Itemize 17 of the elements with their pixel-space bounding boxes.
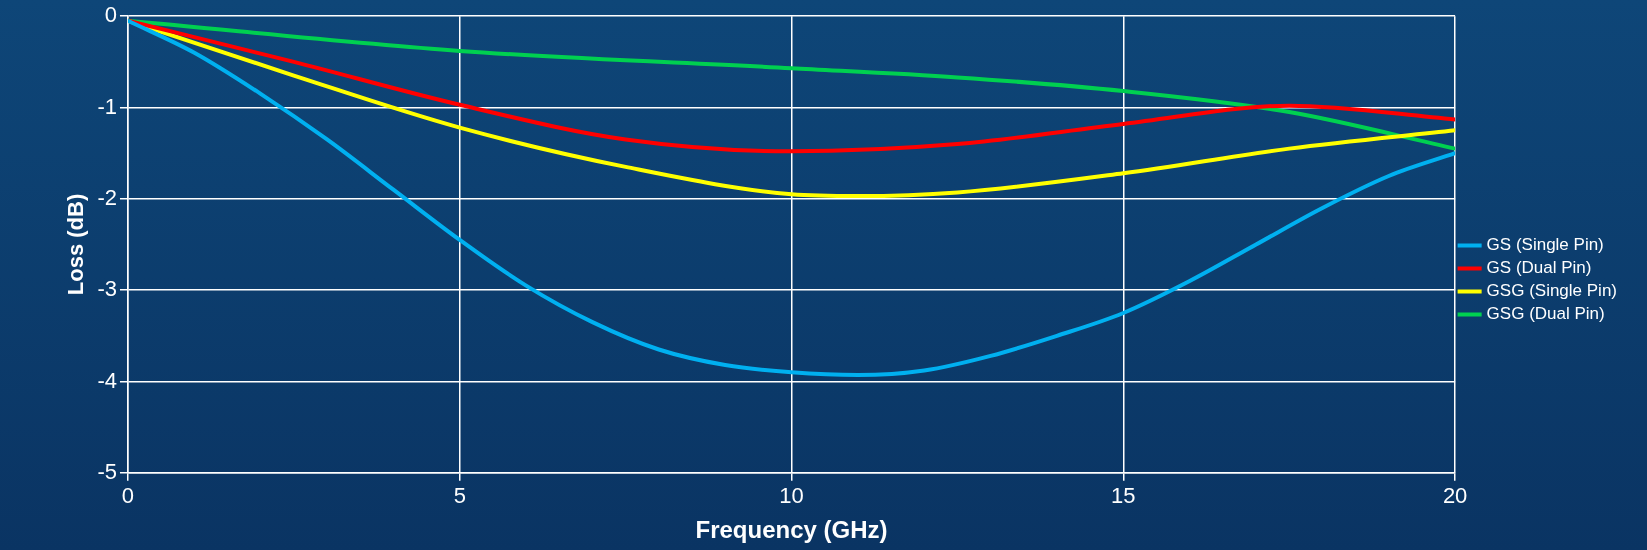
y-tick-label: -1 xyxy=(97,93,117,119)
y-tick-label: -3 xyxy=(97,276,117,302)
legend-label: GS (Dual Pin) xyxy=(1486,258,1592,278)
y-tick-label: -2 xyxy=(97,184,117,210)
x-tick-label: 20 xyxy=(1442,483,1468,509)
legend-label: GS (Single Pin) xyxy=(1486,235,1604,255)
legend-label: GSG (Single Pin) xyxy=(1486,281,1618,301)
x-tick-label: 0 xyxy=(121,483,135,509)
y-tick-label: -5 xyxy=(97,458,117,484)
legend-label: GSG (Dual Pin) xyxy=(1486,304,1605,324)
x-tick-label: 15 xyxy=(1111,483,1136,509)
y-axis-title: Loss (dB) xyxy=(63,193,89,296)
y-tick-label: -4 xyxy=(97,367,117,393)
x-tick-label: 5 xyxy=(453,483,466,509)
y-tick-label: 0 xyxy=(104,2,117,28)
x-tick-label: 10 xyxy=(779,483,804,509)
x-axis-title: Frequency (GHz) xyxy=(695,516,888,544)
